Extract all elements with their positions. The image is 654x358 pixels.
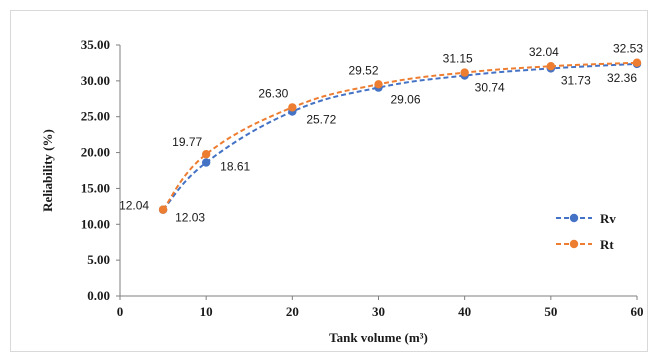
legend-marker-rv [569, 213, 579, 223]
legend: Rv Rt [556, 211, 616, 252]
x-tick-label: 10 [200, 304, 213, 319]
data-point-rt [460, 68, 469, 77]
legend-marker-rt [569, 239, 579, 249]
y-tick-label: 15.00 [81, 180, 110, 195]
data-point-rt [288, 103, 297, 112]
data-point-rt [546, 62, 556, 71]
data-label-rt: 31.15 [443, 52, 473, 66]
y-tick-label: 10.00 [81, 216, 110, 231]
axes: 0.00 5.00 10.00 15.00 20.00 25.00 30.00 35.00 0 1… [81, 37, 644, 319]
data-point-rt [374, 80, 383, 89]
data-point-rv [201, 158, 211, 167]
data-point-rt [632, 58, 642, 67]
y-tick-label: 30.00 [81, 73, 110, 88]
y-tick-label: 5.00 [87, 252, 110, 267]
data-label-rt: 32.04 [529, 45, 559, 59]
x-tick-label: 60 [631, 304, 644, 319]
x-tick-label: 0 [117, 304, 124, 319]
y-axis-title: Reliability (%) [40, 129, 55, 212]
y-tick-label: 0.00 [87, 288, 110, 303]
data-point-rt [201, 150, 211, 159]
chart-frame [10, 10, 648, 352]
data-label-rt: 29.52 [349, 63, 379, 77]
x-tick-label: 50 [544, 304, 557, 319]
y-tick-label: 25.00 [81, 109, 110, 124]
x-tick-label: 40 [458, 304, 471, 319]
data-label-rv: 29.06 [391, 93, 421, 107]
data-label-rt: 12.04 [119, 199, 149, 213]
series-layer [158, 58, 642, 214]
x-axis-title: Tank volume (m³) [329, 330, 428, 345]
data-labels: 12.03 18.61 25.72 29.06 30.74 31.73 32.36 12.04… [119, 42, 643, 225]
y-tick-label: 35.00 [81, 37, 110, 52]
legend-label-rt: Rt [600, 237, 614, 252]
data-label-rv: 32.36 [607, 71, 637, 85]
legend-label-rv: Rv [600, 211, 616, 226]
y-tick-label: 20.00 [81, 145, 110, 160]
data-point-rt [158, 205, 168, 214]
data-label-rv: 31.73 [561, 73, 591, 87]
data-label-rv: 25.72 [306, 113, 336, 127]
data-label-rv: 18.61 [220, 160, 250, 174]
data-label-rt: 19.77 [172, 135, 202, 149]
data-label-rt: 32.53 [613, 42, 643, 56]
data-label-rv: 12.03 [175, 211, 205, 225]
x-tick-label: 20 [286, 304, 299, 319]
data-label-rt: 26.30 [258, 86, 288, 100]
data-label-rv: 30.74 [475, 81, 505, 95]
x-tick-label: 30 [372, 304, 385, 319]
